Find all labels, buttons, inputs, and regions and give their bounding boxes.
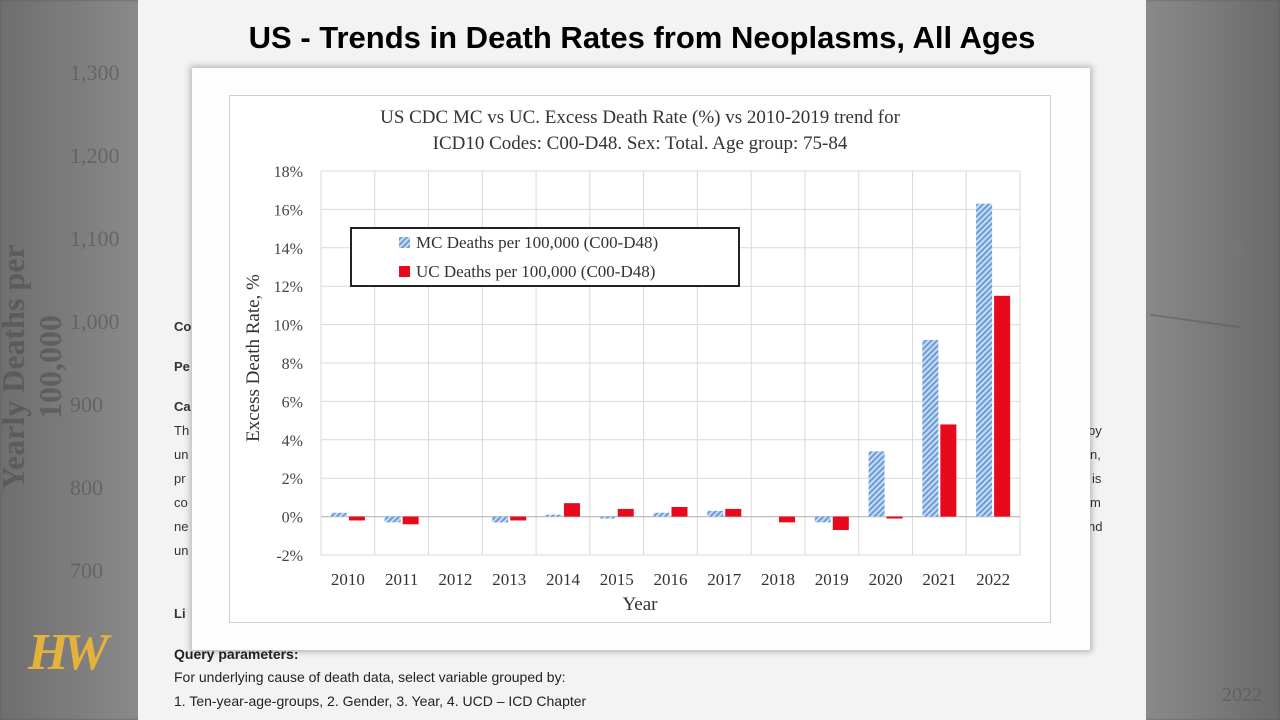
bar-mc [492, 516, 509, 523]
doc-fragment: un [174, 447, 189, 462]
chart-box: US CDC MC vs UC. Excess Death Rate (%) v… [229, 95, 1051, 623]
bar-mc [599, 516, 616, 519]
bar-uc [617, 508, 634, 517]
background-tick: 800 [70, 475, 103, 500]
doc-fragment: is [1092, 471, 1102, 486]
chart: US CDC MC vs UC. Excess Death Rate (%) v… [243, 107, 1021, 615]
chart-title: US CDC MC vs UC. Excess Death Rate (%) v… [380, 107, 900, 128]
background-right [1145, 0, 1280, 720]
x-tick-label: 2010 [331, 570, 365, 589]
x-tick-label: 2012 [438, 570, 472, 589]
bar-uc [779, 516, 796, 523]
x-tick-label: 2020 [869, 570, 903, 589]
query-title: Query parameters: [174, 646, 299, 662]
background-tick: 900 [70, 392, 103, 417]
x-tick-label: 2014 [546, 570, 581, 589]
doc-fragment: un [174, 543, 189, 558]
background-tick: 1,200 [70, 143, 120, 168]
doc-fragment: Ca [174, 399, 191, 414]
x-tick-label: 2019 [815, 570, 849, 589]
bar-mc [868, 451, 885, 517]
x-tick-label: 2011 [385, 570, 418, 589]
bar-uc [832, 516, 849, 531]
y-axis-label: Excess Death Rate, % [243, 274, 264, 442]
background-year: 2022 [1222, 684, 1262, 706]
x-tick-label: 2021 [922, 570, 956, 589]
bar-uc [510, 516, 527, 521]
bar-mc [653, 512, 670, 517]
background-dot [1225, 240, 1243, 258]
slide-title: US - Trends in Death Rates from Neoplasm… [248, 20, 1036, 55]
bar-mc [384, 516, 401, 523]
bar-uc [348, 516, 365, 521]
x-tick-label: 2016 [654, 570, 688, 589]
background-tick: 700 [70, 558, 103, 583]
doc-fragment: pr [174, 471, 186, 486]
background-tick: 1,000 [70, 309, 120, 334]
x-tick-label: 2013 [492, 570, 526, 589]
y-tick-label: -2% [276, 548, 303, 565]
chart-subtitle: ICD10 Codes: C00-D48. Sex: Total. Age gr… [433, 133, 848, 154]
y-tick-label: 2% [282, 471, 303, 488]
bar-uc [671, 507, 688, 517]
y-tick-label: 16% [274, 202, 303, 219]
bar-mc [814, 516, 831, 523]
bar-mc [922, 339, 939, 517]
doc-fragment: Pe [174, 359, 190, 374]
background-tick: 1,100 [70, 226, 120, 251]
doc-fragment: ne [174, 519, 189, 534]
x-tick-label: 2018 [761, 570, 795, 589]
y-tick-label: 10% [274, 318, 303, 335]
bar-uc [994, 295, 1011, 517]
y-tick-label: 6% [282, 394, 303, 411]
doc-fragment: by [1088, 423, 1102, 438]
background-ticks: 1,300 1,200 1,100 1,000 900 800 700 [70, 60, 120, 641]
y-tick-label: 18% [274, 164, 303, 181]
doc-fragment: Li [174, 606, 186, 621]
y-tick-label: 0% [282, 510, 303, 527]
doc-fragment: Co [174, 319, 192, 334]
doc-fragment: Th [174, 423, 190, 438]
y-tick-label: 8% [282, 356, 303, 373]
legend-label: UC Deaths per 100,000 (C00-D48) [416, 262, 655, 281]
query-line: For underlying cause of death data, sele… [174, 669, 566, 685]
x-axis-label: Year [622, 594, 658, 615]
hw-logo: HW [28, 624, 109, 681]
bar-mc [976, 203, 993, 517]
legend-swatch-mc [399, 237, 410, 248]
y-tick-label: 4% [282, 433, 303, 450]
background-ylabel: Yearly Deaths per 100,000 [0, 244, 68, 490]
legend-swatch-uc [399, 266, 410, 277]
legend-label: MC Deaths per 100,000 (C00-D48) [416, 233, 658, 252]
legend-box [350, 227, 740, 287]
x-tick-label: 2015 [600, 570, 634, 589]
doc-fragment: m [1090, 495, 1101, 510]
x-tick-label: 2017 [707, 570, 742, 589]
doc-fragment: nd [1088, 519, 1103, 534]
bar-uc [940, 424, 957, 517]
bar-mc [330, 512, 347, 517]
y-tick-label: 14% [274, 241, 303, 258]
query-line: 1. Ten-year-age-groups, 2. Gender, 3. Ye… [174, 693, 587, 709]
bar-uc [886, 516, 903, 519]
bar-uc [563, 503, 580, 517]
y-tick-label: 12% [274, 279, 303, 296]
background-left [0, 0, 140, 720]
x-tick-label: 2022 [976, 570, 1010, 589]
bar-uc [725, 508, 742, 517]
doc-fragment: n, [1090, 447, 1101, 462]
doc-fragment: co [174, 495, 188, 510]
bar-mc [545, 514, 562, 517]
bar-uc [402, 516, 419, 525]
background-tick: 1,300 [70, 60, 120, 85]
bar-mc [707, 510, 724, 517]
